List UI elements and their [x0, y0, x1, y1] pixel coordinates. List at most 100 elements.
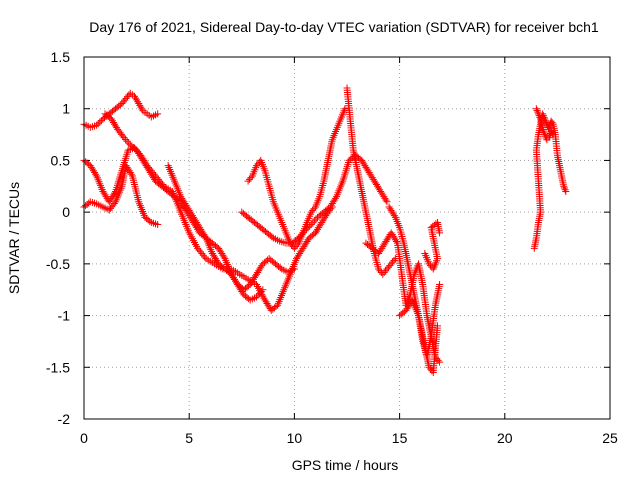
data-point-interp: [94, 120, 102, 128]
data-point: [436, 229, 444, 237]
data-point-interp: [540, 129, 548, 137]
data-point-interp: [548, 119, 556, 127]
data-point: [295, 234, 303, 242]
data-point-interp: [247, 174, 255, 182]
x-axis-label: GPS time / hours: [292, 457, 399, 473]
data-point-interp: [119, 132, 127, 140]
series-arc-B: [80, 144, 336, 314]
data-point-interp: [276, 264, 284, 272]
data-point-interp: [434, 356, 442, 364]
data-point: [539, 125, 547, 133]
data-point-interp: [97, 117, 105, 125]
data-point-interp: [254, 291, 262, 299]
y-axis-label: SDTVAR / TECUs: [6, 182, 22, 294]
data-point: [307, 221, 315, 229]
data-point-interp: [312, 215, 320, 223]
data-point-interp: [201, 253, 209, 261]
x-tick-label: 25: [602, 430, 618, 446]
data-point-interp: [127, 170, 135, 178]
grid-lines: [84, 57, 610, 419]
series-arc-A: [80, 89, 162, 131]
data-point-interp: [146, 217, 154, 225]
data-point: [154, 110, 162, 118]
data-point-interp: [134, 98, 142, 106]
data-points: [80, 84, 570, 376]
series-arc-D: [101, 110, 298, 294]
data-point: [433, 322, 441, 330]
data-point-interp: [293, 235, 301, 243]
data-point-interp: [535, 112, 543, 120]
data-point-interp: [390, 256, 398, 264]
series-arc-L: [421, 218, 444, 273]
y-tick-label: 0: [62, 204, 70, 220]
data-point-interp: [309, 219, 317, 227]
series-arc-C: [80, 162, 162, 229]
data-point-interp: [302, 225, 310, 233]
data-point: [436, 281, 444, 289]
y-tick-label: 1.5: [51, 49, 71, 65]
data-point-interp: [331, 194, 339, 202]
data-point-interp: [116, 101, 124, 109]
data-point-interp: [536, 113, 544, 121]
data-point-interp: [296, 232, 304, 240]
data-point-interp: [541, 132, 549, 140]
x-tick-label: 5: [185, 430, 193, 446]
data-point-interp: [392, 237, 400, 245]
data-point-interp: [132, 94, 140, 102]
x-tick-label: 15: [392, 430, 408, 446]
data-point-interp: [220, 253, 228, 261]
data-point: [532, 105, 540, 113]
data-point: [93, 121, 101, 129]
x-tick-label: 20: [497, 430, 513, 446]
data-point-interp: [96, 118, 104, 126]
data-point-interp: [256, 289, 264, 297]
data-point: [154, 221, 162, 229]
data-point-interp: [92, 170, 100, 178]
data-point: [436, 358, 444, 366]
data-point: [562, 187, 570, 195]
data-point: [135, 100, 143, 108]
y-tick-label: -0.5: [46, 256, 70, 272]
y-tick-label: -1.5: [46, 359, 70, 375]
data-point-interp: [268, 233, 276, 241]
chart-title: Day 176 of 2021, Sidereal Day-to-day VTE…: [89, 19, 599, 35]
data-point-interp: [125, 139, 133, 147]
data-point: [301, 227, 309, 235]
series-arc-E: [164, 162, 267, 304]
data-point-interp: [123, 137, 131, 145]
data-point-interp: [304, 224, 312, 232]
series-arc-F: [244, 105, 349, 252]
data-point-interp: [390, 212, 398, 220]
data-point: [120, 134, 128, 142]
y-tick-label: 0.5: [51, 152, 71, 168]
data-point-interp: [138, 105, 146, 113]
data-point-interp: [298, 230, 306, 238]
data-point-interp: [542, 119, 550, 127]
data-point-interp: [299, 229, 307, 237]
data-point: [560, 182, 568, 190]
data-point-interp: [136, 101, 144, 109]
data-point-interp: [310, 217, 318, 225]
plot-frame: [83, 56, 611, 420]
data-point-interp: [122, 135, 130, 143]
data-point: [259, 286, 267, 294]
data-point-interp: [382, 196, 390, 204]
series-arc-N: [532, 105, 557, 144]
data-point-interp: [561, 186, 569, 194]
data-point-interp: [306, 222, 314, 230]
data-point-interp: [548, 129, 556, 137]
data-point-interp: [534, 108, 542, 116]
x-tick-label: 0: [80, 430, 88, 446]
y-tick-label: -1: [58, 308, 71, 324]
data-point-interp: [257, 288, 265, 296]
data-point-interp: [560, 184, 568, 192]
data-point-interp: [533, 106, 541, 114]
y-tick-label: -2: [58, 411, 71, 427]
data-point: [341, 105, 349, 113]
data-point: [253, 293, 261, 301]
data-point: [130, 92, 138, 100]
data-point-interp: [110, 199, 118, 207]
data-point-interp: [133, 96, 141, 104]
